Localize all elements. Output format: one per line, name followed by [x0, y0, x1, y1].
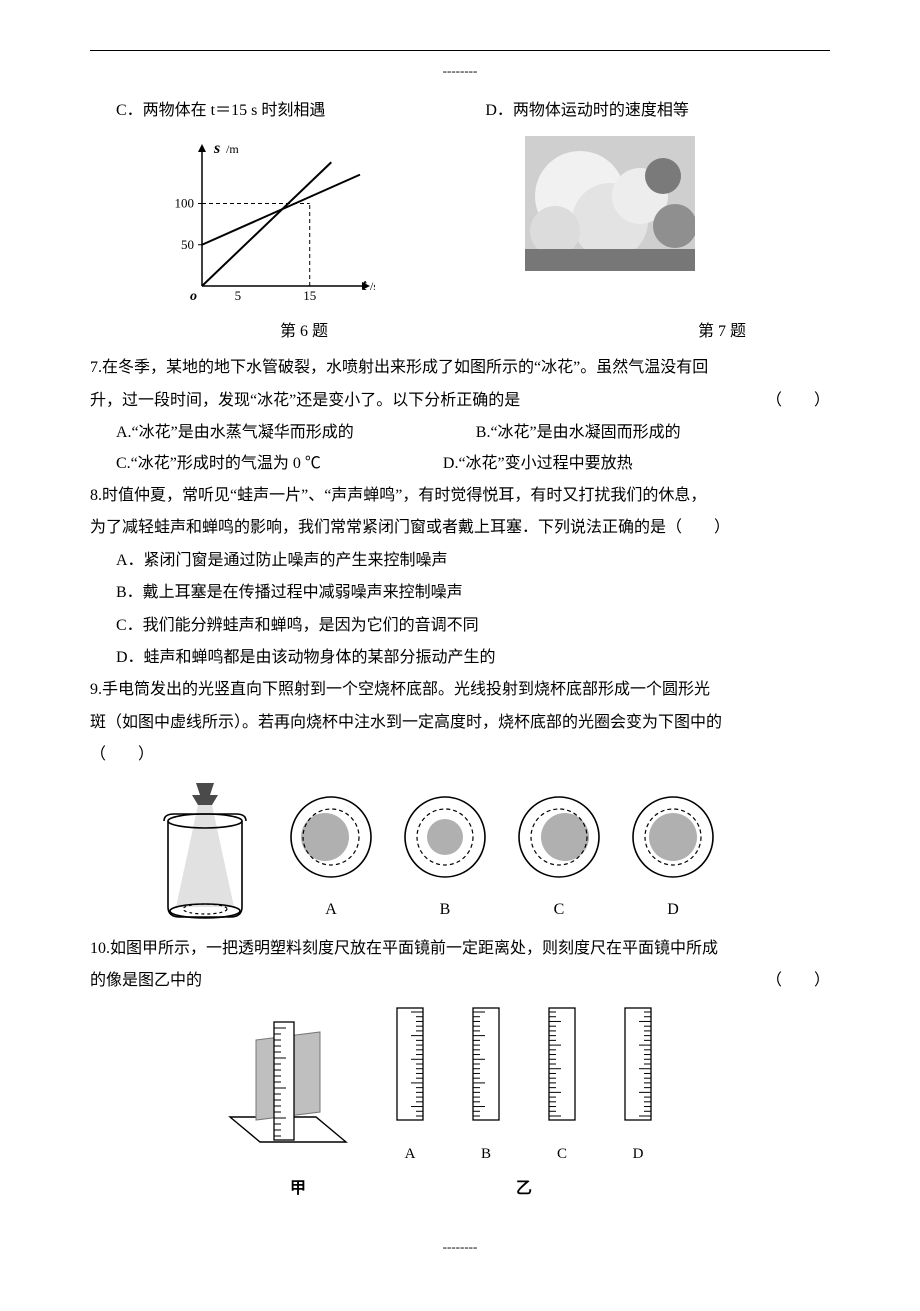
- q6-option-d: D．两物体运动时的速度相等: [485, 96, 689, 126]
- q9-option-label-c: C: [516, 895, 602, 925]
- q10-paren: （ ）: [766, 966, 830, 996]
- svg-text:100: 100: [175, 196, 195, 211]
- q10-option-d: D: [622, 1006, 654, 1168]
- q6-caption: 第 6 题: [280, 317, 328, 347]
- svg-text:5: 5: [235, 288, 242, 303]
- q9-option-a: A: [288, 794, 374, 926]
- q9-option-label-b: B: [402, 895, 488, 925]
- q9-option-d: D: [630, 794, 716, 926]
- q9-option-b: B: [402, 794, 488, 926]
- q6-option-c: C．两物体在 t＝15 s 时刻相遇: [116, 96, 325, 126]
- q10-stem-line1: 10.如图甲所示，一把透明塑料刻度尺放在平面镜前一定距离处，则刻度尺在平面镜中所…: [90, 934, 830, 964]
- q10-option-c: C: [546, 1006, 578, 1168]
- q10-option-label-c: C: [546, 1140, 578, 1169]
- q7-stem-line2: 升，过一段时间，发现“冰花”还是变小了。以下分析正确的是: [90, 392, 520, 409]
- q8-stem-line2: 为了减轻蛙声和蝉鸣的影响，我们常常紧闭门窗或者戴上耳塞．下列说法正确的是（ ）: [90, 513, 830, 543]
- svg-text:s: s: [213, 140, 220, 157]
- svg-text:t: t: [362, 277, 367, 294]
- q10-option-b: B: [470, 1006, 502, 1168]
- q10-stem-line2: 的像是图乙中的: [90, 972, 202, 989]
- q7-stem-line1: 7.在冬季，某地的地下水管破裂，水喷射出来形成了如图所示的“冰花”。虽然气温没有…: [90, 353, 830, 383]
- q7-paren: （ ）: [766, 386, 830, 416]
- svg-text:/m: /m: [226, 142, 239, 156]
- q8-option-d: D．蛙声和蝉鸣都是由该动物身体的某部分振动产生的: [90, 643, 830, 673]
- q10-mirror-diagram: [220, 1012, 350, 1157]
- svg-text:50: 50: [181, 237, 194, 252]
- q10-option-a: A: [394, 1006, 426, 1168]
- q9-paren: （ ）: [90, 740, 830, 770]
- q10-option-label-d: D: [622, 1140, 654, 1169]
- q8-stem-line1: 8.时值仲夏，常听见“蛙声一片”、“声声蝉鸣”，有时觉得悦耳，有时又打扰我们的休…: [90, 481, 830, 511]
- q8-option-b: B．戴上耳塞是在传播过程中减弱噪声来控制噪声: [90, 578, 830, 608]
- q7-option-c: C.“冰花”形成时的气温为 0 ℃: [116, 449, 321, 479]
- q7-photo: [525, 136, 695, 271]
- q9-option-label-a: A: [288, 895, 374, 925]
- q7-option-a: A.“冰花”是由水蒸气凝华而形成的: [116, 418, 354, 448]
- q9-option-label-d: D: [630, 895, 716, 925]
- q7-caption: 第 7 题: [698, 317, 746, 347]
- q10-option-label-b: B: [470, 1140, 502, 1169]
- q9-option-c: C: [516, 794, 602, 926]
- q7-option-d: D.“冰花”变小过程中要放热: [443, 449, 633, 479]
- q7-option-b: B.“冰花”是由水凝固而形成的: [476, 418, 681, 448]
- svg-text:/s: /s: [370, 279, 375, 293]
- top-rule: [90, 50, 830, 51]
- svg-text:o: o: [190, 289, 197, 304]
- q9-stem-line1: 9.手电筒发出的光竖直向下照射到一个空烧杯底部。光线投射到烧杯底部形成一个圆形光: [90, 675, 830, 705]
- q8-option-c: C．我们能分辨蛙声和蝉鸣，是因为它们的音调不同: [90, 611, 830, 641]
- q10-caption-yi: 乙: [516, 1174, 532, 1204]
- q6-chart: s/m t/s o 50 100 5 15: [160, 136, 375, 311]
- bottom-dash: --------: [90, 1235, 830, 1260]
- q10-option-label-a: A: [394, 1140, 426, 1169]
- q9-beaker-diagram: [150, 781, 260, 926]
- q8-option-a: A．紧闭门窗是通过防止噪声的产生来控制噪声: [90, 546, 830, 576]
- q9-stem-line2: 斑（如图中虚线所示）。若再向烧杯中注水到一定高度时，烧杯底部的光圈会变为下图中的: [90, 708, 830, 738]
- q10-caption-jia: 甲: [290, 1174, 306, 1204]
- svg-text:15: 15: [303, 288, 316, 303]
- top-dash: --------: [90, 59, 830, 84]
